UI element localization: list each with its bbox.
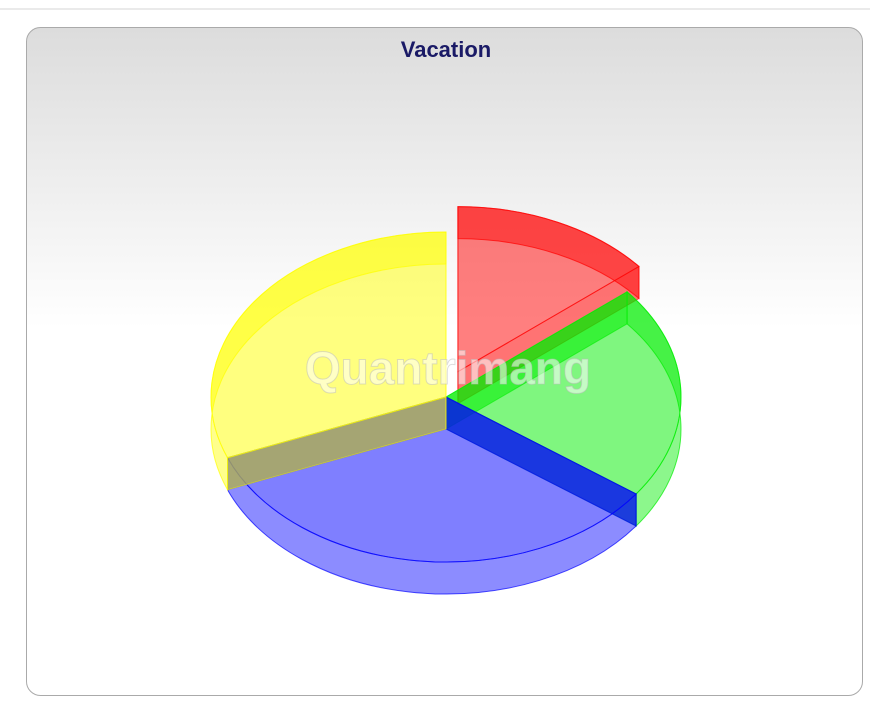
slice-top xyxy=(444,291,682,495)
watermark: Quantrimang xyxy=(305,342,591,394)
chart-title: Vacation xyxy=(401,37,491,62)
pie xyxy=(210,206,682,595)
slice-top xyxy=(210,231,447,459)
slice xyxy=(210,231,447,492)
slice-top xyxy=(457,206,640,373)
